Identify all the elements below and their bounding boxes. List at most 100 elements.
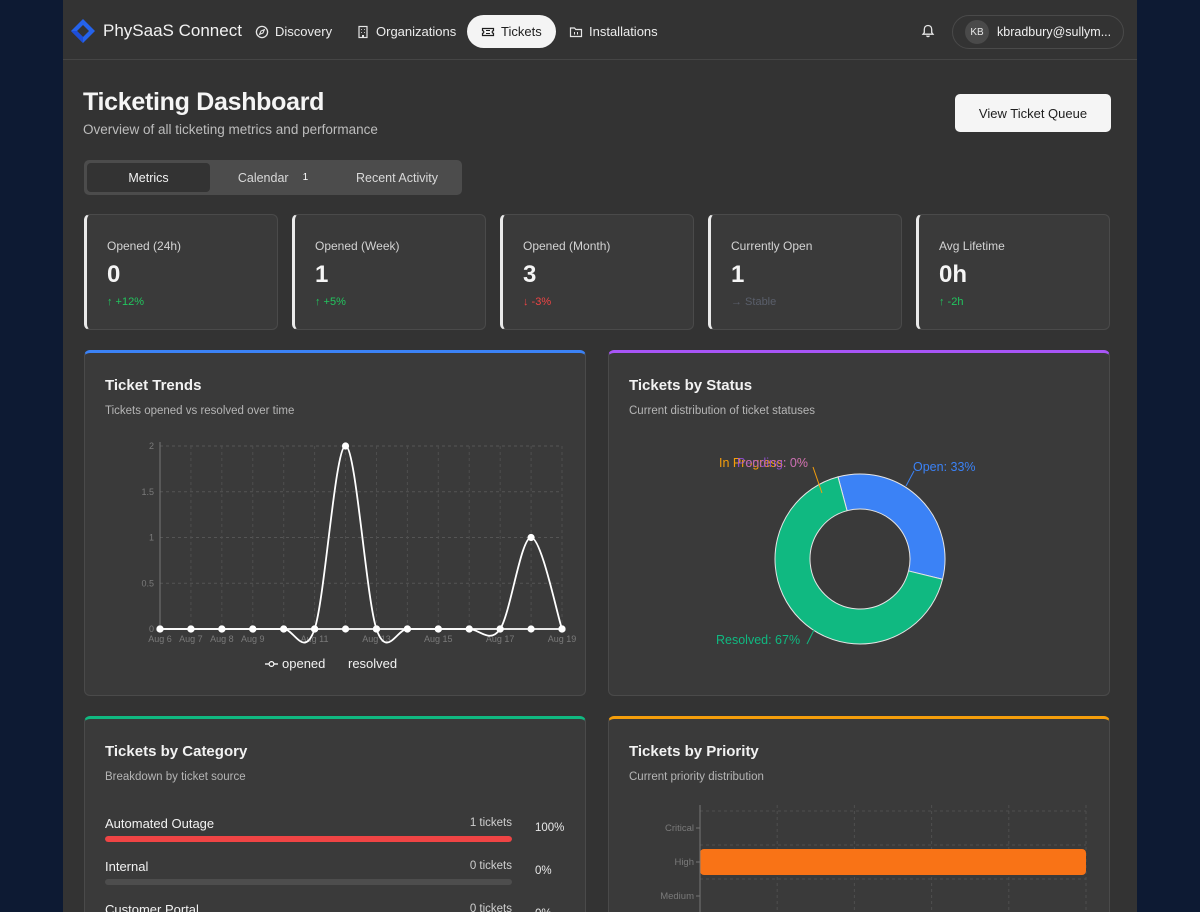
user-menu[interactable]: KB kbradbury@sullym... — [952, 15, 1124, 49]
tab-label: Recent Activity — [356, 170, 438, 185]
leader-line — [812, 466, 823, 494]
status-slice-resolved — [774, 476, 944, 645]
x-tick-label: Aug 17 — [486, 634, 515, 644]
data-point-resolved — [341, 625, 350, 633]
stat-value: 1 — [731, 261, 745, 288]
tab-recent-activity[interactable]: Recent Activity — [336, 163, 458, 192]
category-progress-track — [105, 879, 512, 885]
leader-line — [905, 470, 915, 487]
data-point-resolved — [403, 625, 411, 633]
nav-link-tickets[interactable]: Tickets — [467, 15, 556, 48]
data-point-resolved — [280, 625, 288, 633]
stat-trend: ↑ +5% — [315, 296, 346, 308]
category-label: Automated Outage — [105, 816, 215, 831]
data-point-resolved — [249, 625, 257, 633]
category-count: 0 tickets — [469, 860, 512, 872]
dashboard-tabs: Metrics Calendar 1 Recent Activity — [84, 160, 462, 195]
x-tick-label: Aug 19 — [548, 634, 577, 644]
legend-label: opened — [282, 656, 325, 671]
y-tick-label: 2 — [149, 441, 154, 451]
category-count: 0 tickets — [469, 903, 512, 912]
nav-link-installations[interactable]: Installations — [555, 15, 672, 48]
stat-label: Currently Open — [731, 239, 813, 253]
tab-calendar[interactable]: Calendar 1 — [214, 163, 332, 192]
tickets-by-status-panel: Tickets by Status Current distribution o… — [608, 350, 1110, 696]
x-tick-label: Aug 7 — [179, 634, 203, 644]
stat-card-avg-lifetime: Avg Lifetime 0h ↑ -2h — [916, 214, 1110, 330]
tab-metrics[interactable]: Metrics — [87, 163, 210, 192]
compass-icon — [255, 25, 269, 38]
stat-label: Opened (Week) — [315, 239, 400, 253]
user-email: kbradbury@sullym... — [997, 25, 1112, 39]
y-tick-label: Critical — [665, 823, 694, 834]
stat-card-opened-24h: Opened (24h) 0 ↑ +12% — [84, 214, 278, 330]
data-point-opened — [341, 442, 350, 450]
top-navbar: PhySaaS Connect Discovery Organizations … — [63, 0, 1137, 60]
x-tick-label: Aug 6 — [148, 634, 172, 644]
stat-label: Avg Lifetime — [939, 239, 1005, 253]
category-progress-track — [105, 836, 512, 842]
panel-title: Tickets by Priority — [629, 743, 759, 760]
tickets-by-priority-chart: Critical High Medium — [660, 805, 1087, 912]
data-point-resolved — [218, 625, 226, 633]
y-tick-label: Medium — [660, 891, 694, 902]
ticket-trends-panel: Ticket Trends Tickets opened vs resolved… — [84, 350, 586, 696]
panel-title: Tickets by Status — [629, 377, 753, 394]
brand-name[interactable]: PhySaaS Connect — [103, 21, 242, 40]
nav-link-discovery[interactable]: Discovery — [241, 15, 346, 48]
stat-label: Opened (24h) — [107, 239, 182, 253]
x-tick-label: Aug 9 — [241, 634, 265, 644]
x-tick-label: Aug 13 — [362, 634, 391, 644]
nav-link-label: Organizations — [376, 24, 457, 39]
legend-label: resolved — [348, 656, 397, 671]
bell-icon[interactable] — [920, 23, 936, 39]
data-point-resolved — [527, 625, 535, 633]
status-slice-open — [837, 473, 946, 580]
leader-line — [806, 629, 815, 645]
y-tick-label: 0.5 — [141, 578, 154, 588]
data-point-resolved — [311, 625, 319, 633]
category-label: Internal — [105, 859, 149, 874]
tab-label: Calendar — [237, 170, 289, 185]
building-icon — [358, 25, 368, 38]
folder-icon — [569, 26, 583, 37]
view-ticket-queue-button[interactable]: View Ticket Queue — [955, 94, 1111, 132]
data-point-opened — [527, 533, 535, 542]
avatar: KB — [965, 20, 989, 44]
stat-value: 0 — [107, 261, 121, 288]
data-point-resolved — [156, 625, 164, 633]
ticket-trends-chart: 0 0.5 1 1.5 2 Aug 6 Aug 7 Aug 8 Aug 9 Aug 11 Aug 1… — [141, 441, 577, 671]
stat-card-opened-month: Opened (Month) 3 ↓ -3% — [500, 214, 694, 330]
category-percent: 0% — [535, 865, 552, 877]
tickets-by-priority-panel: Tickets by Priority Current priority dis… — [608, 716, 1110, 912]
tickets-by-category-panel: Tickets by Category Breakdown by ticket … — [84, 716, 586, 912]
nav-link-organizations[interactable]: Organizations — [342, 15, 470, 48]
category-percent: 0% — [535, 908, 552, 912]
data-point-resolved — [187, 625, 195, 633]
stat-card-currently-open: Currently Open 1 → Stable — [708, 214, 902, 330]
panel-title: Ticket Trends — [105, 377, 202, 394]
stat-trend: ↑ -2h — [939, 296, 964, 308]
chart-legend: opened resolved — [265, 656, 397, 671]
priority-bar-high — [700, 849, 1086, 875]
y-tick-label: 1.5 — [141, 487, 154, 497]
x-tick-label: Aug 8 — [210, 634, 234, 644]
status-label-open: Open: 33% — [913, 460, 976, 474]
y-tick-label: High — [674, 857, 694, 868]
page-title: Ticketing Dashboard — [83, 88, 325, 116]
panel-subtitle: Current priority distribution — [629, 771, 764, 783]
category-progress-fill — [105, 836, 512, 842]
data-point-resolved — [372, 625, 381, 633]
data-point-resolved — [434, 625, 442, 633]
stat-trend: ↑ +12% — [107, 296, 144, 308]
panel-subtitle: Breakdown by ticket source — [105, 771, 246, 783]
data-point-resolved — [465, 625, 473, 633]
app-window: PhySaaS Connect Discovery Organizations … — [63, 0, 1137, 912]
nav-link-label: Installations — [589, 24, 658, 39]
y-tick-label: 0 — [149, 624, 154, 634]
brand-logo-icon[interactable] — [69, 17, 97, 45]
ticket-icon — [481, 27, 495, 36]
nav-link-label: Tickets — [501, 24, 542, 39]
stat-card-opened-week: Opened (Week) 1 ↑ +5% — [292, 214, 486, 330]
stat-trend: → Stable — [731, 296, 777, 308]
